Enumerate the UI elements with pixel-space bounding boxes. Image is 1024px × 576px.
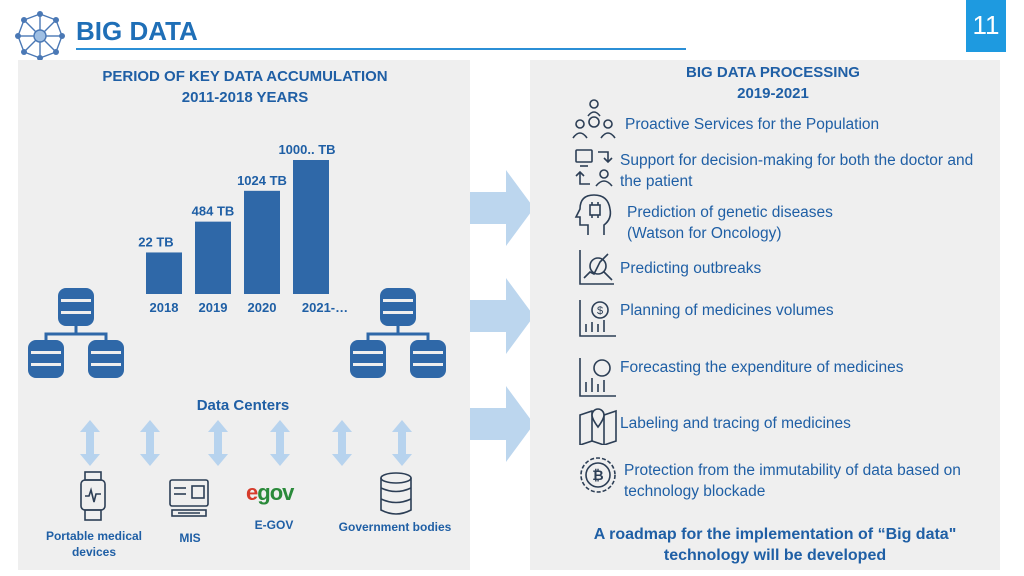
bar-2020 [244,190,280,294]
roadmap-statement: A roadmap for the implementation of “Big… [593,526,957,564]
bar-category-label: 2021-… [302,300,348,315]
item-text-3: Prediction of genetic diseases (Watson f… [627,204,833,242]
left-heading: PERIOD OF KEY DATA ACCUMULATION 2011-201… [40,66,450,108]
page-title: BIG DATA [76,16,198,46]
source-government-label: Government bodies [338,520,452,534]
right-heading-line1: BIG DATA PROCESSING [686,64,860,81]
outbreak-chart-icon [579,250,614,285]
title-underline [76,48,686,50]
item-text-6: Forecasting the expenditure of medicines [620,359,904,376]
bar-category-label: 2020 [248,300,277,315]
bar-value-label: 484 TB [192,204,235,219]
forecast-chart-icon [579,358,616,397]
database-cluster-icon [28,288,124,378]
source-mis-label: MIS [179,531,201,545]
smartwatch-icon [80,471,106,521]
decision-support-icon [575,149,613,187]
bar-value-label: 22 TB [138,234,173,249]
bar-2021-… [293,160,329,294]
bar-category-label: 2018 [150,300,179,315]
network-logo-icon [15,11,65,61]
double-arrows [80,420,412,466]
process-arrows [470,170,534,462]
svg-text:₿: ₿ [592,467,603,483]
egov-logo: egov [246,480,294,505]
item-text-4: Predicting outbreaks [620,260,762,277]
map-pin-icon [579,408,617,445]
bar-value-label: 1000.. TB [278,142,335,157]
item-text-8: Protection from the immutability of data… [624,462,961,500]
database-cluster-icon [350,288,446,378]
right-heading: BIG DATA PROCESSING 2019-2021 [600,62,946,104]
right-heading-line2: 2019-2021 [737,85,809,102]
svg-text:$: $ [597,305,603,317]
page-number: 11 [966,0,1006,52]
bar-2019 [195,221,231,294]
database-icon [380,472,412,515]
people-gear-icon [572,99,616,139]
genetic-head-icon [574,194,612,235]
left-heading-line1: PERIOD OF KEY DATA ACCUMULATION [102,68,388,85]
mis-computer-icon [169,479,209,517]
bar-category-label: 2019 [199,300,228,315]
source-portable-label: Portable medical devices [45,529,143,559]
right-panel [530,60,1000,570]
source-egov-label: E-GOV [254,518,294,532]
bar-2018 [146,252,182,294]
item-text-5: Planning of medicines volumes [620,302,834,319]
data-centers-label: Data Centers [196,397,290,414]
item-text-1: Proactive Services for the Population [625,116,880,133]
bar-value-label: 1024 TB [237,173,287,188]
dollar-chart-icon: $ [579,300,616,337]
bitcoin-icon: ₿ [580,457,616,493]
data-volume-chart: 22 TB 2018 484 TB 2019 1024 TB 2020 1000.. TB 2… [138,142,348,315]
item-text-7: Labeling and tracing of medicines [620,415,851,432]
item-text-2: Support for decision-making for both the… [620,152,974,190]
left-heading-line2: 2011-2018 YEARS [181,89,309,106]
